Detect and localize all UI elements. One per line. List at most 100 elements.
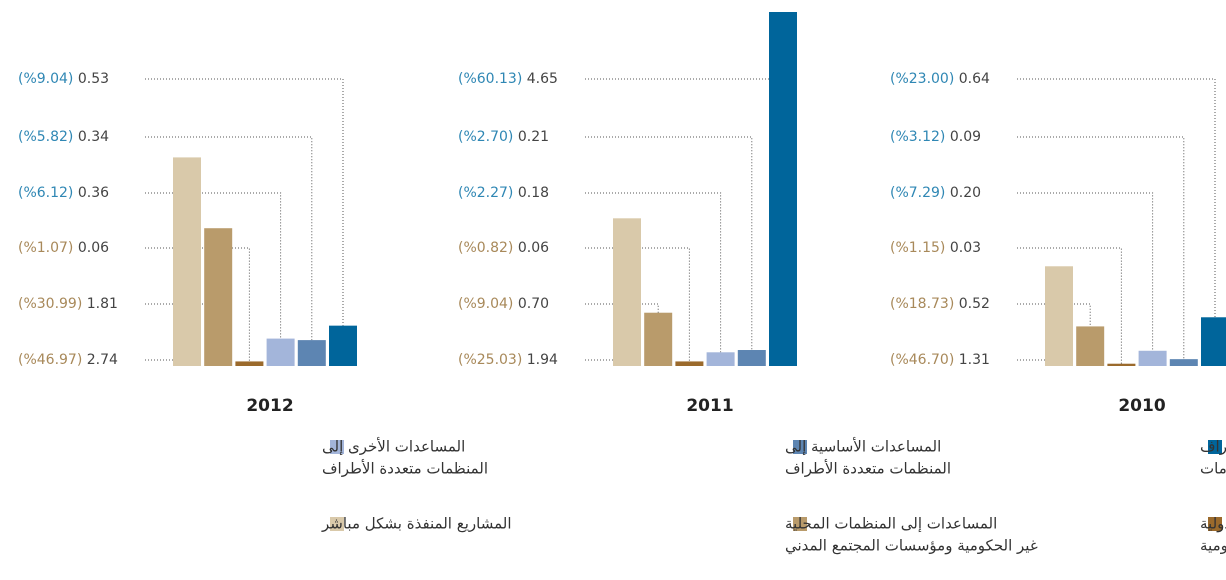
- bar: [769, 12, 797, 366]
- legend-label: المساعدات الأخرى إلى: [322, 437, 465, 456]
- legend-swatch: [330, 440, 344, 454]
- share-label: (%3.12): [890, 129, 945, 145]
- leader-line: [1017, 192, 1154, 351]
- value-label: (%0.82) 0.06: [458, 240, 549, 256]
- value-label: (%2.70) 0.21: [458, 129, 549, 145]
- bar: [1076, 326, 1105, 366]
- amount-label: 0.64: [959, 71, 990, 87]
- amount-label: 0.21: [518, 129, 549, 145]
- value-label: (%7.29) 0.20: [890, 185, 981, 201]
- value-label: (%60.13) 4.65: [458, 71, 558, 87]
- amount-label: 1.94: [527, 352, 558, 368]
- amount-label: 0.18: [518, 185, 549, 201]
- amount-label: 0.53: [78, 71, 109, 87]
- panel-title: 2011: [686, 396, 733, 416]
- bar: [706, 352, 735, 366]
- legend-label: المساعدات الأساسية إلى: [785, 437, 941, 456]
- amount-label: 0.20: [950, 185, 981, 201]
- share-label: (%60.13): [458, 71, 522, 87]
- leader-line: [1017, 303, 1091, 327]
- legend-swatch: [1208, 517, 1222, 531]
- legend-label: المساعدات إلى المنظمات المحلية: [785, 515, 997, 533]
- bar: [204, 228, 233, 366]
- leader-line: [1017, 78, 1216, 318]
- bar: [737, 350, 766, 366]
- legend-swatch: [1208, 440, 1222, 454]
- panel-title: 2012: [246, 396, 293, 416]
- share-label: (%1.07): [18, 240, 73, 256]
- legend-label: المساعدات إلى المنظمات الدولية: [1200, 515, 1226, 533]
- value-label: (%23.00) 0.64: [890, 71, 990, 87]
- value-label: (%18.73) 0.52: [890, 296, 990, 312]
- amount-label: 0.06: [518, 240, 549, 256]
- leader-line: [585, 247, 690, 362]
- legend-label: غير الحكومية: [1200, 537, 1226, 555]
- share-label: (%18.73): [890, 296, 954, 312]
- value-label: (%25.03) 1.94: [458, 352, 558, 368]
- bar: [329, 325, 357, 366]
- amount-label: 0.03: [950, 240, 981, 256]
- bar: [266, 338, 295, 366]
- value-label: (%1.07) 0.06: [18, 240, 109, 256]
- legend-label: إلى الحكومات: [1200, 460, 1226, 478]
- legend-label: المساعدات الثنائية الأطراف: [1200, 437, 1226, 456]
- legend-label: المشاريع المنفذة بشكل مباشر: [321, 515, 512, 533]
- amount-label: 1.81: [87, 296, 118, 312]
- value-label: (%9.04) 0.70: [458, 296, 549, 312]
- bar: [1169, 359, 1198, 366]
- legend-swatch: [330, 517, 344, 531]
- value-label: (%46.70) 1.31: [890, 352, 990, 368]
- share-label: (%1.15): [890, 240, 945, 256]
- share-label: (%30.99): [18, 296, 82, 312]
- panel-title: 2010: [1118, 396, 1165, 416]
- legend-swatch: [793, 517, 807, 531]
- value-label: (%30.99) 1.81: [18, 296, 118, 312]
- share-label: (%7.29): [890, 185, 945, 201]
- share-label: (%46.70): [890, 352, 954, 368]
- leader-line: [585, 192, 722, 353]
- legend-label: المنظمات متعددة الأطراف: [785, 459, 951, 478]
- value-label: (%6.12) 0.36: [18, 185, 109, 201]
- bar: [235, 361, 264, 366]
- leader-line: [585, 303, 659, 313]
- bar: [1138, 350, 1167, 366]
- bar: [1107, 363, 1136, 366]
- bar: [1045, 266, 1073, 366]
- share-label: (%2.70): [458, 129, 513, 145]
- amount-label: 0.70: [518, 296, 549, 312]
- share-label: (%25.03): [458, 352, 522, 368]
- amount-label: 0.09: [950, 129, 981, 145]
- legend-swatch: [793, 440, 807, 454]
- share-label: (%9.04): [458, 296, 513, 312]
- bar: [613, 218, 641, 366]
- bar: [675, 361, 704, 366]
- share-label: (%0.82): [458, 240, 513, 256]
- value-label: (%46.97) 2.74: [18, 352, 118, 368]
- share-label: (%46.97): [18, 352, 82, 368]
- value-label: (%1.15) 0.03: [890, 240, 981, 256]
- amount-label: 4.65: [527, 71, 558, 87]
- value-label: (%2.27) 0.18: [458, 185, 549, 201]
- amount-label: 0.34: [78, 129, 109, 145]
- bar: [1201, 317, 1226, 366]
- share-label: (%5.82): [18, 129, 73, 145]
- bar: [644, 312, 673, 366]
- amount-label: 0.36: [78, 185, 109, 201]
- leader-line: [145, 78, 344, 326]
- share-label: (%6.12): [18, 185, 73, 201]
- value-label: (%9.04) 0.53: [18, 71, 109, 87]
- amount-label: 0.06: [78, 240, 109, 256]
- value-label: (%5.82) 0.34: [18, 129, 109, 145]
- share-label: (%9.04): [18, 71, 73, 87]
- legend-label: المنظمات متعددة الأطراف: [322, 459, 488, 478]
- amount-label: 1.31: [959, 352, 990, 368]
- leader-line: [145, 247, 250, 362]
- amount-label: 0.52: [959, 296, 990, 312]
- bar: [297, 340, 326, 366]
- share-label: (%2.27): [458, 185, 513, 201]
- leader-line: [1017, 136, 1185, 360]
- share-label: (%23.00): [890, 71, 954, 87]
- legend-label: غير الحكومية ومؤسسات المجتمع المدني: [785, 537, 1038, 556]
- bar: [173, 157, 201, 366]
